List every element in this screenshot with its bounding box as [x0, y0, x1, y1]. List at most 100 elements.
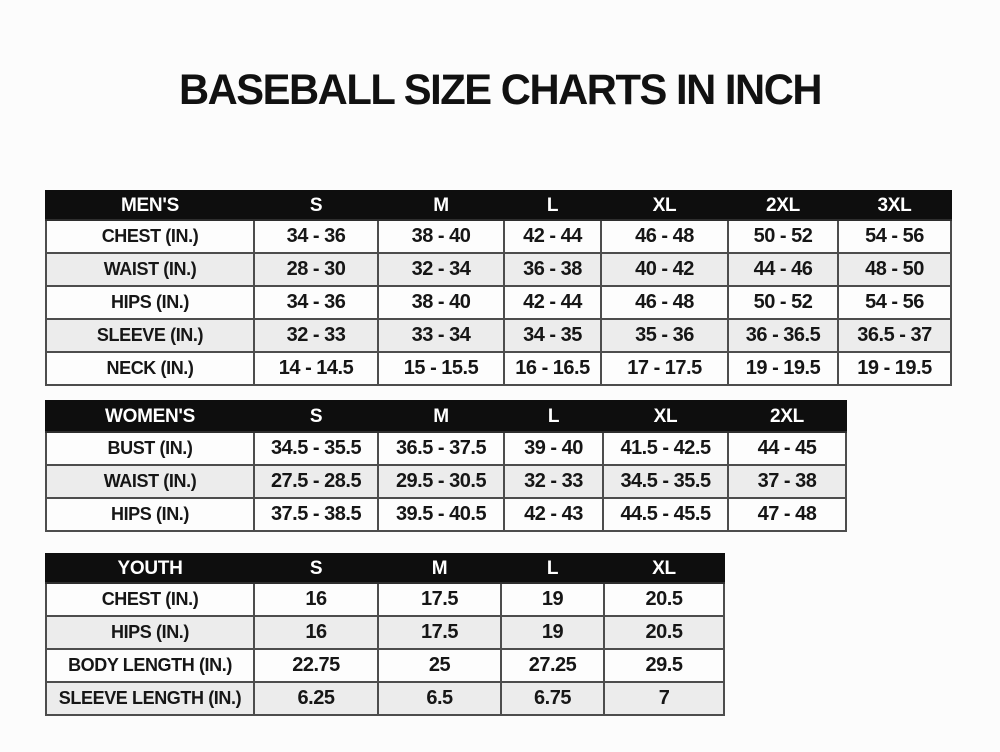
size-value-cell: 35 - 36	[600, 318, 729, 353]
size-value-cell: 38 - 40	[377, 285, 505, 320]
size-value-cell: 38 - 40	[377, 219, 505, 254]
size-value-cell: 48 - 50	[837, 252, 952, 287]
table-row: HIPS (IN.) 37.5 - 38.5 39.5 - 40.5 42 - 43 4…	[45, 497, 847, 532]
size-value-cell: 27.25	[500, 648, 605, 683]
row-label: CHEST (IN.)	[45, 219, 255, 254]
size-value-cell: 15 - 15.5	[377, 351, 505, 386]
row-label: BUST (IN.)	[45, 431, 255, 466]
row-label: WAIST (IN.)	[45, 252, 255, 287]
mens-size-table: MEN'S S M L XL 2XL 3XL CHEST (IN.) 34 - 36 38 - 4…	[45, 190, 952, 386]
size-value-cell: 37 - 38	[727, 464, 847, 499]
size-value-cell: 19 - 19.5	[727, 351, 839, 386]
size-value-cell: 39 - 40	[503, 431, 604, 466]
size-value-cell: 54 - 56	[837, 285, 952, 320]
size-value-cell: 6.75	[500, 681, 605, 716]
table-row: NECK (IN.) 14 - 14.5 15 - 15.5 16 - 16.5 17 …	[45, 351, 952, 386]
table-row: HIPS (IN.) 16 17.5 19 20.5	[45, 615, 725, 650]
size-column-header: 3XL	[837, 190, 952, 221]
size-value-cell: 33 - 34	[377, 318, 505, 353]
row-label: HIPS (IN.)	[45, 615, 255, 650]
size-value-cell: 16	[253, 615, 379, 650]
row-label: SLEEVE (IN.)	[45, 318, 255, 353]
size-value-cell: 29.5	[603, 648, 725, 683]
youth-group-header: YOUTH	[45, 553, 255, 584]
size-value-cell: 16 - 16.5	[503, 351, 602, 386]
size-value-cell: 36 - 38	[503, 252, 602, 287]
size-value-cell: 17 - 17.5	[600, 351, 729, 386]
size-value-cell: 34.5 - 35.5	[602, 464, 729, 499]
size-value-cell: 37.5 - 38.5	[253, 497, 379, 532]
mens-header-row: MEN'S S M L XL 2XL 3XL	[45, 190, 952, 221]
size-value-cell: 14 - 14.5	[253, 351, 379, 386]
row-label: HIPS (IN.)	[45, 497, 255, 532]
size-value-cell: 34 - 36	[253, 219, 379, 254]
size-column-header: S	[253, 190, 379, 221]
mens-group-header: MEN'S	[45, 190, 255, 221]
size-value-cell: 50 - 52	[727, 285, 839, 320]
size-column-header: S	[253, 553, 379, 584]
size-value-cell: 36.5 - 37.5	[377, 431, 505, 466]
womens-size-table: WOMEN'S S M L XL 2XL BUST (IN.) 34.5 - 35.5 36.5…	[45, 400, 847, 532]
size-value-cell: 17.5	[377, 615, 502, 650]
size-value-cell: 32 - 33	[253, 318, 379, 353]
table-row: CHEST (IN.) 16 17.5 19 20.5	[45, 582, 725, 617]
size-value-cell: 19	[500, 582, 605, 617]
youth-header-row: YOUTH S M L XL	[45, 553, 725, 584]
size-value-cell: 27.5 - 28.5	[253, 464, 379, 499]
size-value-cell: 7	[603, 681, 725, 716]
row-label: BODY LENGTH (IN.)	[45, 648, 255, 683]
row-label: HIPS (IN.)	[45, 285, 255, 320]
womens-header-row: WOMEN'S S M L XL 2XL	[45, 400, 847, 433]
size-value-cell: 44 - 45	[727, 431, 847, 466]
size-value-cell: 42 - 43	[503, 497, 604, 532]
table-row: SLEEVE LENGTH (IN.) 6.25 6.5 6.75 7	[45, 681, 725, 716]
size-column-header: S	[253, 400, 379, 433]
table-row: WAIST (IN.) 28 - 30 32 - 34 36 - 38 40 - 42 4…	[45, 252, 952, 287]
size-column-header: XL	[603, 553, 725, 584]
size-value-cell: 44 - 46	[727, 252, 839, 287]
size-value-cell: 29.5 - 30.5	[377, 464, 505, 499]
womens-group-header: WOMEN'S	[45, 400, 255, 433]
size-value-cell: 22.75	[253, 648, 379, 683]
size-value-cell: 46 - 48	[600, 219, 729, 254]
size-value-cell: 44.5 - 45.5	[602, 497, 729, 532]
row-label: CHEST (IN.)	[45, 582, 255, 617]
size-value-cell: 46 - 48	[600, 285, 729, 320]
table-row: BODY LENGTH (IN.) 22.75 25 27.25 29.5	[45, 648, 725, 683]
size-value-cell: 34 - 35	[503, 318, 602, 353]
size-value-cell: 6.25	[253, 681, 379, 716]
size-value-cell: 34.5 - 35.5	[253, 431, 379, 466]
size-value-cell: 32 - 33	[503, 464, 604, 499]
page-title: BASEBALL SIZE CHARTS IN INCH	[178, 66, 823, 114]
size-value-cell: 17.5	[377, 582, 502, 617]
row-label: NECK (IN.)	[45, 351, 255, 386]
size-column-header: L	[500, 553, 605, 584]
size-value-cell: 28 - 30	[253, 252, 379, 287]
size-value-cell: 20.5	[603, 582, 725, 617]
size-column-header: 2XL	[727, 400, 847, 433]
size-column-header: M	[377, 190, 505, 221]
size-column-header: L	[503, 190, 602, 221]
size-value-cell: 42 - 44	[503, 219, 602, 254]
size-value-cell: 19 - 19.5	[837, 351, 952, 386]
size-column-header: M	[377, 400, 505, 433]
size-value-cell: 41.5 - 42.5	[602, 431, 729, 466]
size-column-header: M	[377, 553, 502, 584]
size-value-cell: 34 - 36	[253, 285, 379, 320]
size-value-cell: 50 - 52	[727, 219, 839, 254]
size-value-cell: 36.5 - 37	[837, 318, 952, 353]
size-value-cell: 40 - 42	[600, 252, 729, 287]
youth-size-table: YOUTH S M L XL CHEST (IN.) 16 17.5 19 20.5 HIPS (I…	[45, 553, 725, 716]
table-row: WAIST (IN.) 27.5 - 28.5 29.5 - 30.5 32 - 33…	[45, 464, 847, 499]
size-value-cell: 20.5	[603, 615, 725, 650]
size-value-cell: 25	[377, 648, 502, 683]
size-value-cell: 39.5 - 40.5	[377, 497, 505, 532]
size-column-header: XL	[600, 190, 729, 221]
row-label: WAIST (IN.)	[45, 464, 255, 499]
size-value-cell: 54 - 56	[837, 219, 952, 254]
size-column-header: 2XL	[727, 190, 839, 221]
size-value-cell: 32 - 34	[377, 252, 505, 287]
size-value-cell: 42 - 44	[503, 285, 602, 320]
size-column-header: L	[503, 400, 604, 433]
